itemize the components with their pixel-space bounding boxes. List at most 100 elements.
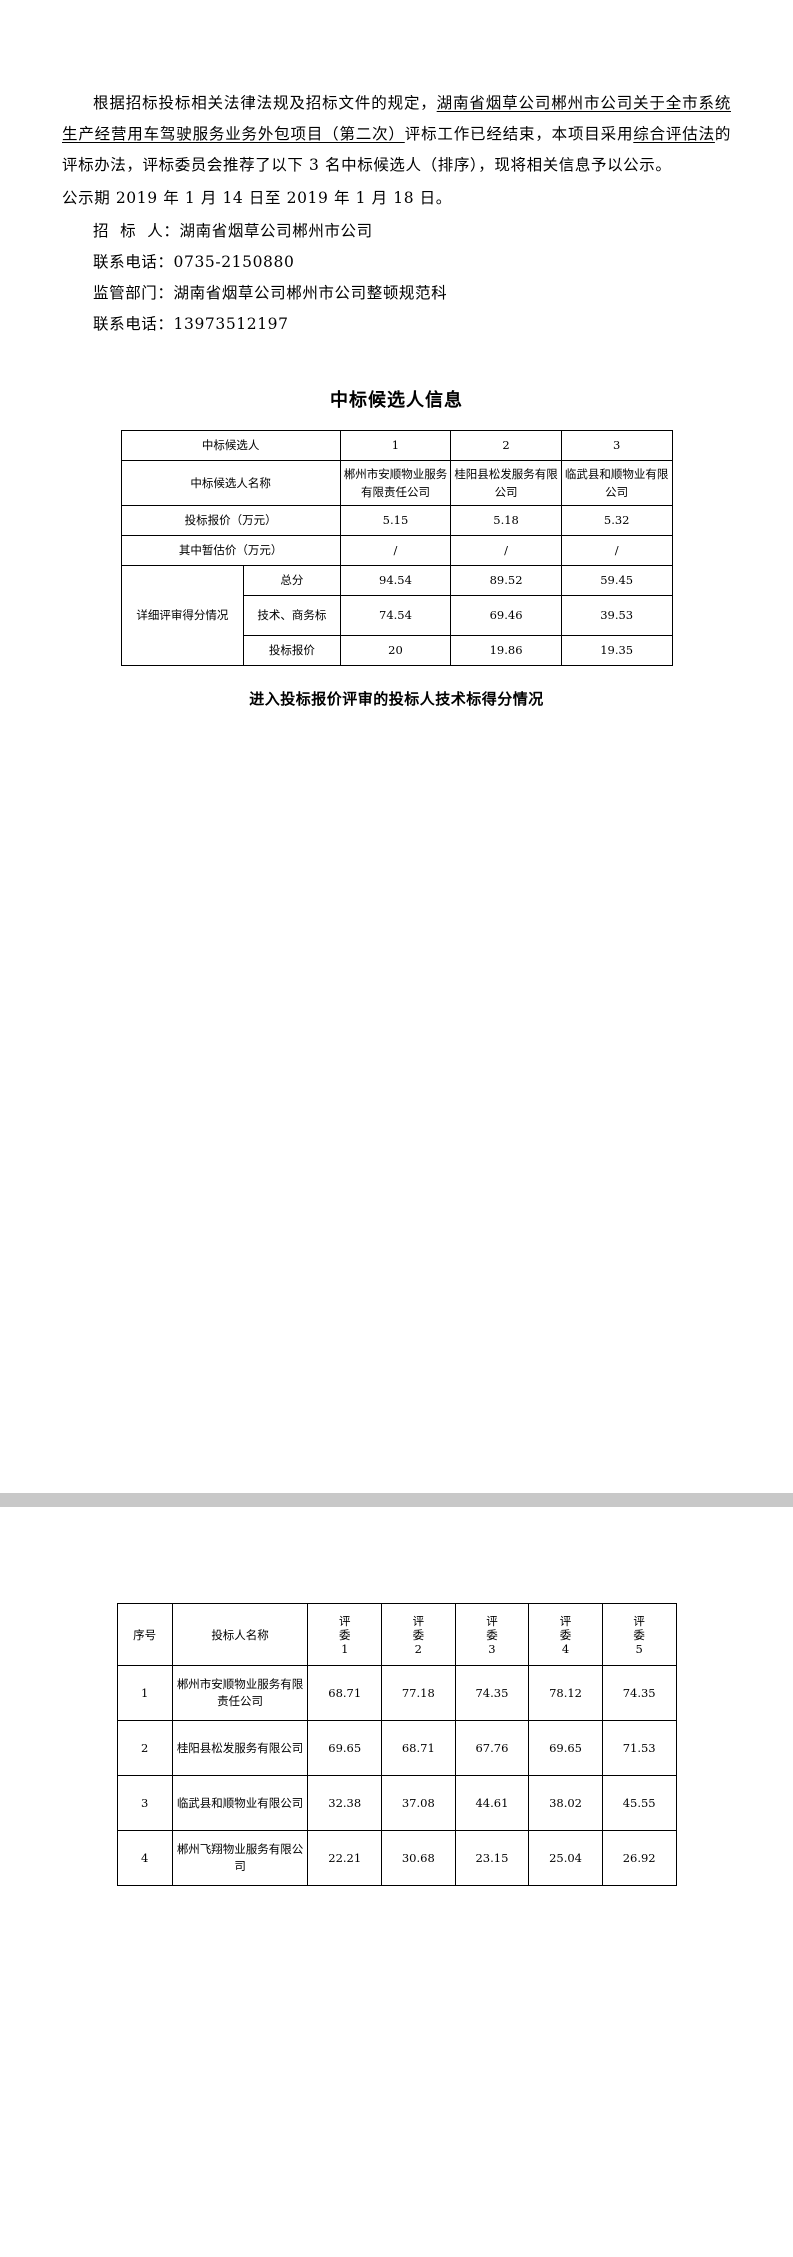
cell-score-judge-3: 67.76 [454,1720,530,1776]
cell-bid-label: 投标报价（万元） [120,505,341,536]
page-separator [0,1493,793,1507]
table-row-rank: 中标候选人 1 2 3 [120,430,673,461]
cell-bidder-name: 郴州市安顺物业服务有限责任公司 [171,1665,309,1721]
cell-score-judge-4: 78.12 [528,1665,603,1721]
cell-score-judge-3: 23.15 [454,1830,530,1886]
paragraph-segment-5: 的评标办法，评标委员会推荐了以下 3 名中标候选人（排序），现将相关信息予以公示… [62,125,731,174]
judge-label-line-2: 委 [559,1627,572,1642]
cell-score-judge-5: 74.35 [601,1665,677,1721]
cell-negotiated-1: / [339,535,452,566]
contact-block: 招 标 人：湖南省烟草公司郴州市公司 联系电话：0735-2150880 监管部… [62,216,731,340]
cell-score-judge-2: 68.71 [381,1720,456,1776]
publicity-period: 公示期 2019 年 1 月 14 日至 2019 年 1 月 18 日。 [62,189,452,207]
cell-negotiated-3: / [560,535,673,566]
judge-label-line-2: 委 [412,1627,425,1642]
paragraph-segment-3: 评标工作已经结束，本项目采用 [404,125,634,143]
cell-rank-3: 3 [560,430,673,461]
cell-seq: 1 [116,1665,173,1721]
table-row-detail-price: 投标报价 20 19.86 19.35 [121,635,673,666]
cell-score-judge-4: 69.65 [528,1720,603,1776]
cell-detail-0-3: 59.45 [560,565,673,596]
cell-detail-0-2: 89.52 [450,565,562,596]
cell-seq: 2 [116,1720,173,1776]
header-seq: 序号 [116,1603,173,1666]
cell-detail-1-3: 39.53 [560,595,673,636]
table-row: 1 郴州市安顺物业服务有限责任公司 68.71 77.18 74.35 78.1… [116,1665,677,1721]
judge-label-line-2: 委 [486,1627,498,1642]
table-row: 4 郴州飞翔物业服务有限公司 22.21 30.68 23.15 25.04 2… [116,1830,677,1886]
judge-label-line-1: 评 [486,1613,498,1628]
contact-value: 0735-2150880 [173,253,295,271]
table-row-detail-total: 详细评审得分情况 总分 94.54 89.52 59.45 [120,565,673,666]
cell-rank-1: 1 [339,430,452,461]
header-judge-5: 评 委 5 [601,1603,677,1666]
cell-detail-row-label-2: 投标报价 [243,635,341,666]
cell-score-judge-3: 74.35 [454,1665,530,1721]
contact-label: 监管部门： [93,284,174,302]
table-row-detail-technical: 技术、商务标 74.54 69.46 39.53 [121,595,673,636]
cell-score-judge-4: 38.02 [528,1775,603,1831]
cell-detail-1-1: 74.54 [339,595,452,636]
paragraph-evaluation-method: 综合评估法 [633,125,715,143]
table-row-header: 序号 投标人名称 评 委 1 评 委 2 评 [116,1603,677,1666]
cell-score-judge-1: 69.65 [307,1720,383,1776]
cell-bid-3: 5.32 [560,505,673,536]
sub-title-technical-scores: 进入投标报价评审的投标人技术标得分情况 [249,690,544,708]
table-row: 3 临武县和顺物业有限公司 32.38 37.08 44.61 38.02 45… [116,1775,677,1831]
cell-score-judge-1: 32.38 [307,1775,383,1831]
cell-name-2: 桂阳县松发服务有限公司 [450,460,562,506]
cell-detail-0-1: 94.54 [339,565,452,596]
announcement-paragraph: 根据招标投标相关法律法规及招标文件的规定，湖南省烟草公司郴州市公司关于全市系统生… [62,88,731,181]
candidate-info-table: 中标候选人 1 2 3 中标候选人名称 郴州市安顺物业服务有限责任公司 桂阳县松… [120,430,673,666]
cell-bidder-name: 桂阳县松发服务有限公司 [171,1720,309,1776]
contact-value: 湖南省烟草公司郴州市公司 [179,222,373,240]
judge-label-line-3: 2 [414,1641,422,1656]
page-1-body: 根据招标投标相关法律法规及招标文件的规定，湖南省烟草公司郴州市公司关于全市系统生… [0,0,793,709]
page-1: 根据招标投标相关法律法规及招标文件的规定，湖南省烟草公司郴州市公司关于全市系统生… [0,0,793,1493]
judge-label-line-3: 3 [488,1641,496,1656]
cell-name-1: 郴州市安顺物业服务有限责任公司 [339,460,452,506]
header-judge-1: 评 委 1 [307,1603,383,1666]
cell-rank-label: 中标候选人 [120,430,341,461]
cell-score-judge-2: 37.08 [381,1775,456,1831]
header-judge-3: 评 委 3 [454,1603,530,1666]
judge-label-line-3: 4 [561,1641,570,1656]
cell-seq: 3 [116,1775,173,1831]
judge-label-line-1: 评 [338,1613,351,1628]
contact-value: 13973512197 [173,315,289,333]
paragraph-segment-1: 根据招标投标相关法律法规及招标文件的规定， [93,94,437,112]
cell-detail-2-1: 20 [339,635,452,666]
section-title-candidates: 中标候选人信息 [330,390,463,411]
judge-label-line-2: 委 [633,1627,645,1642]
paragraph-project-name: 湖南省烟草公司郴州市公司关于全市系统生产经营用车驾驶服务业务外包项目（第二次） [62,94,731,143]
contact-line-phone-2: 联系电话：13973512197 [62,309,731,340]
judge-label-line-3: 1 [341,1641,349,1656]
cell-score-judge-5: 71.53 [601,1720,677,1776]
contact-value: 湖南省烟草公司郴州市公司整顿规范科 [173,284,448,302]
cell-bidder-name: 郴州飞翔物业服务有限公司 [171,1830,309,1886]
cell-rank-2: 2 [450,430,562,461]
cell-score-judge-4: 25.04 [528,1830,603,1886]
technical-score-table: 序号 投标人名称 评 委 1 评 委 2 评 [116,1603,677,1886]
judge-label-line-3: 5 [635,1641,643,1656]
cell-detail-2-2: 19.86 [450,635,562,666]
table-row-name: 中标候选人名称 郴州市安顺物业服务有限责任公司 桂阳县松发服务有限公司 临武县和… [120,460,673,506]
cell-score-judge-3: 44.61 [454,1775,530,1831]
contact-line-supervisor: 监管部门：湖南省烟草公司郴州市公司整顿规范科 [62,278,731,309]
header-bidder-name: 投标人名称 [171,1603,309,1666]
cell-negotiated-label: 其中暂估价（万元） [120,535,341,566]
table-row: 2 桂阳县松发服务有限公司 69.65 68.71 67.76 69.65 71… [116,1720,677,1776]
table-row-bid: 投标报价（万元） 5.15 5.18 5.32 [120,505,673,536]
cell-bid-1: 5.15 [339,505,452,536]
cell-seq: 4 [116,1830,173,1886]
cell-score-judge-1: 68.71 [307,1665,383,1721]
cell-detail-2-3: 19.35 [560,635,673,666]
judge-label-line-2: 委 [338,1627,351,1642]
judge-label-line-1: 评 [633,1613,645,1628]
table-1-wrapper: 中标候选人 1 2 3 中标候选人名称 郴州市安顺物业服务有限责任公司 桂阳县松… [62,430,731,666]
header-judge-2: 评 委 2 [381,1603,456,1666]
page-2: 序号 投标人名称 评 委 1 评 委 2 评 [0,1507,793,2257]
table-row-negotiated: 其中暂估价（万元） / / / [120,535,673,566]
cell-score-judge-5: 45.55 [601,1775,677,1831]
